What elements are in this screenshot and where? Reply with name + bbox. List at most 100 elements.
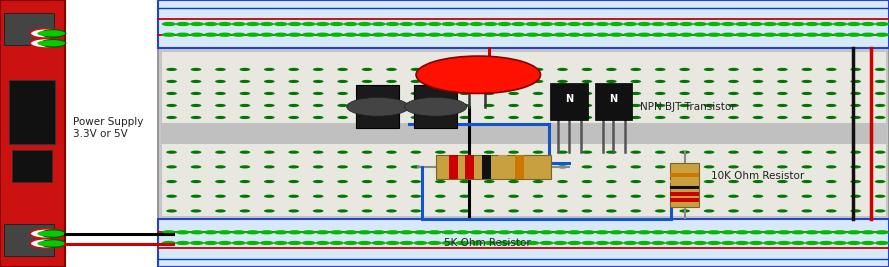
Circle shape [777, 209, 788, 213]
Circle shape [190, 92, 201, 95]
Circle shape [623, 33, 637, 37]
Circle shape [386, 116, 396, 119]
Circle shape [777, 151, 788, 154]
Circle shape [37, 31, 55, 36]
Circle shape [288, 165, 299, 168]
Circle shape [435, 151, 445, 154]
Circle shape [245, 22, 260, 26]
Circle shape [460, 92, 470, 95]
Circle shape [581, 180, 592, 183]
Circle shape [264, 180, 275, 183]
Circle shape [386, 22, 400, 26]
Circle shape [665, 241, 679, 245]
Circle shape [861, 241, 875, 245]
Circle shape [239, 92, 250, 95]
Circle shape [606, 92, 617, 95]
Circle shape [704, 104, 715, 107]
Circle shape [777, 33, 791, 37]
Circle shape [337, 165, 348, 168]
Circle shape [330, 241, 344, 245]
Circle shape [362, 80, 372, 83]
Circle shape [362, 104, 372, 107]
Circle shape [875, 80, 885, 83]
Bar [670, 198, 699, 202]
Circle shape [176, 33, 190, 37]
Circle shape [442, 22, 456, 26]
Circle shape [749, 33, 763, 37]
Circle shape [509, 68, 519, 71]
Circle shape [484, 165, 494, 168]
Circle shape [763, 33, 777, 37]
Circle shape [399, 22, 413, 26]
Circle shape [777, 104, 788, 107]
Circle shape [777, 180, 788, 183]
Circle shape [337, 80, 348, 83]
Circle shape [749, 241, 763, 245]
Circle shape [826, 209, 837, 213]
Circle shape [651, 22, 665, 26]
Circle shape [655, 151, 666, 154]
Circle shape [693, 22, 708, 26]
Circle shape [851, 80, 861, 83]
Circle shape [540, 241, 554, 245]
Circle shape [707, 33, 721, 37]
Circle shape [189, 241, 204, 245]
Circle shape [875, 68, 885, 71]
Circle shape [655, 92, 666, 95]
Circle shape [753, 68, 764, 71]
Circle shape [533, 92, 543, 95]
Circle shape [679, 104, 690, 107]
Circle shape [166, 209, 177, 213]
Circle shape [595, 241, 609, 245]
Circle shape [553, 22, 567, 26]
Circle shape [190, 165, 201, 168]
Circle shape [337, 116, 348, 119]
Circle shape [609, 33, 623, 37]
Circle shape [665, 33, 679, 37]
Circle shape [833, 241, 847, 245]
Circle shape [218, 230, 232, 234]
Circle shape [30, 38, 62, 48]
Circle shape [411, 116, 421, 119]
Circle shape [728, 68, 739, 71]
Circle shape [802, 80, 813, 83]
Circle shape [484, 180, 494, 183]
Circle shape [595, 33, 609, 37]
Circle shape [557, 104, 568, 107]
Circle shape [805, 241, 819, 245]
Circle shape [606, 180, 617, 183]
Circle shape [484, 22, 498, 26]
Bar [9, 80, 55, 144]
Circle shape [411, 92, 421, 95]
Circle shape [264, 104, 275, 107]
Circle shape [189, 22, 204, 26]
Circle shape [679, 33, 693, 37]
Circle shape [215, 195, 226, 198]
Circle shape [777, 22, 791, 26]
Circle shape [655, 104, 666, 107]
Circle shape [557, 209, 568, 213]
Circle shape [215, 104, 226, 107]
Circle shape [386, 165, 396, 168]
Circle shape [260, 241, 274, 245]
Circle shape [215, 151, 226, 154]
Text: 5K Ohm Resistor: 5K Ohm Resistor [444, 238, 532, 248]
Circle shape [245, 33, 260, 37]
Circle shape [595, 22, 609, 26]
Circle shape [166, 116, 177, 119]
Circle shape [386, 80, 396, 83]
Circle shape [232, 33, 246, 37]
Circle shape [301, 33, 316, 37]
Circle shape [826, 195, 837, 198]
Circle shape [509, 180, 519, 183]
Circle shape [166, 195, 177, 198]
Bar [482, 155, 491, 179]
Circle shape [484, 116, 494, 119]
Circle shape [166, 80, 177, 83]
Circle shape [30, 29, 62, 38]
Circle shape [557, 180, 568, 183]
Circle shape [637, 33, 652, 37]
Circle shape [777, 165, 788, 168]
Circle shape [484, 151, 494, 154]
Circle shape [362, 92, 372, 95]
